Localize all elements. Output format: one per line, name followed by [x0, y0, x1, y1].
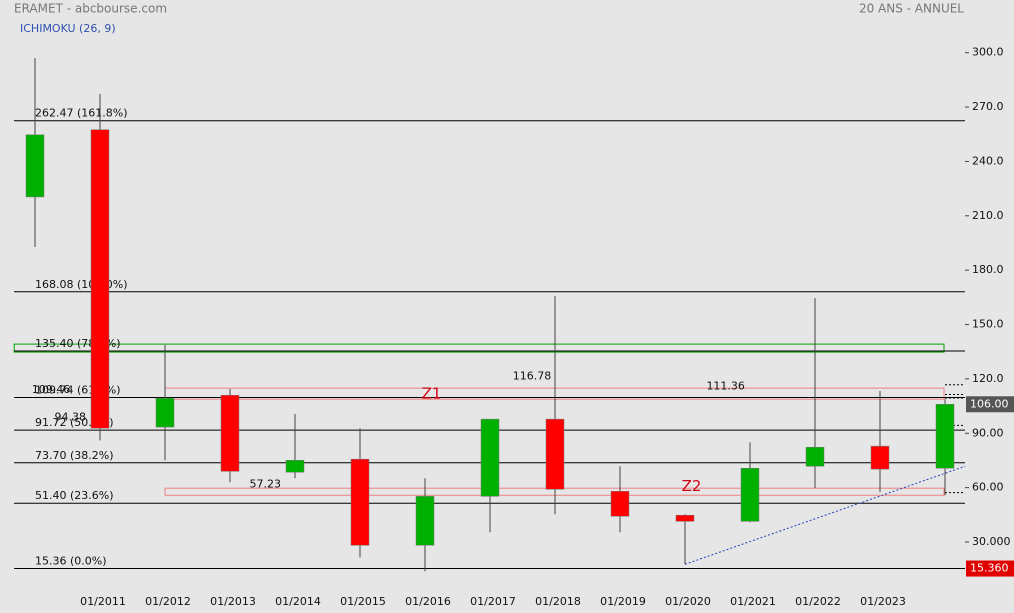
y-tick-label: 180.0 — [972, 263, 1004, 276]
x-tick-label: 01/2019 — [600, 595, 646, 608]
candle-body — [25, 134, 45, 198]
level-label: 168.08 (100.0%) — [35, 278, 128, 291]
y-tick-label: 150.0 — [972, 318, 1004, 331]
x-tick-label: 01/2021 — [730, 595, 776, 608]
y-tick-label: 270.0 — [972, 100, 1004, 113]
trendline — [684, 465, 966, 565]
y-tick-label: 60.00 — [972, 481, 1004, 494]
candle-body — [285, 460, 305, 473]
candle-body — [740, 467, 760, 522]
annotation: 109.46 — [32, 383, 71, 396]
x-tick-label: 01/2011 — [80, 595, 126, 608]
x-tick-label: 01/2015 — [340, 595, 386, 608]
annotation: 111.36 — [706, 380, 745, 393]
candle-body — [545, 418, 565, 490]
y-tick-label: 210.0 — [972, 209, 1004, 222]
x-tick-label: 01/2013 — [210, 595, 256, 608]
y-tick-label: 90.00 — [972, 426, 1004, 439]
y-tick-label: 240.0 — [972, 154, 1004, 167]
zone — [13, 343, 945, 353]
candle-body — [935, 404, 955, 469]
candle-body — [610, 491, 630, 517]
candle-body — [805, 446, 825, 467]
candle-body — [675, 514, 695, 522]
y-tick-label: 120.0 — [972, 372, 1004, 385]
price-tag — [966, 396, 1014, 413]
x-tick-label: 01/2012 — [145, 595, 191, 608]
annotation: 94.38 — [55, 410, 87, 423]
price-tag-label: 15.360 — [970, 562, 1009, 575]
chart-title: ERAMET - abcbourse.com — [14, 2, 167, 16]
level-label: 73.70 (38.2%) — [35, 449, 114, 462]
candle-body — [350, 458, 370, 546]
annotation: 57.23 — [250, 478, 282, 491]
price-tag-label: 106.00 — [970, 397, 1009, 410]
candle-body — [870, 445, 890, 470]
candle-body — [155, 397, 175, 428]
level-label: 15.36 (0.0%) — [35, 555, 107, 568]
annotation: 116.78 — [513, 370, 552, 383]
x-tick-label: 01/2017 — [470, 595, 516, 608]
x-tick-label: 01/2023 — [860, 595, 906, 608]
x-tick-label: 01/2020 — [665, 595, 711, 608]
x-tick-label: 01/2016 — [405, 595, 451, 608]
x-tick-label: 01/2014 — [275, 595, 321, 608]
y-tick-label: 30.000 — [972, 535, 1011, 548]
y-tick-label: 300.0 — [972, 46, 1004, 59]
level-label: 51.40 (23.6%) — [35, 489, 114, 502]
candle-body — [415, 496, 435, 546]
candle-body — [220, 394, 240, 472]
zone-label: Z2 — [682, 477, 702, 495]
x-tick-label: 01/2018 — [535, 595, 581, 608]
period: 20 ANS - ANNUEL — [859, 2, 964, 16]
indicator: ICHIMOKU (26, 9) — [20, 22, 116, 35]
candle-body — [480, 418, 500, 497]
price-tag — [966, 560, 1014, 577]
candle-body — [90, 129, 110, 429]
level-label: 262.47 (161.8%) — [35, 107, 128, 120]
zone-label: Z1 — [422, 384, 442, 402]
x-tick-label: 01/2022 — [795, 595, 841, 608]
